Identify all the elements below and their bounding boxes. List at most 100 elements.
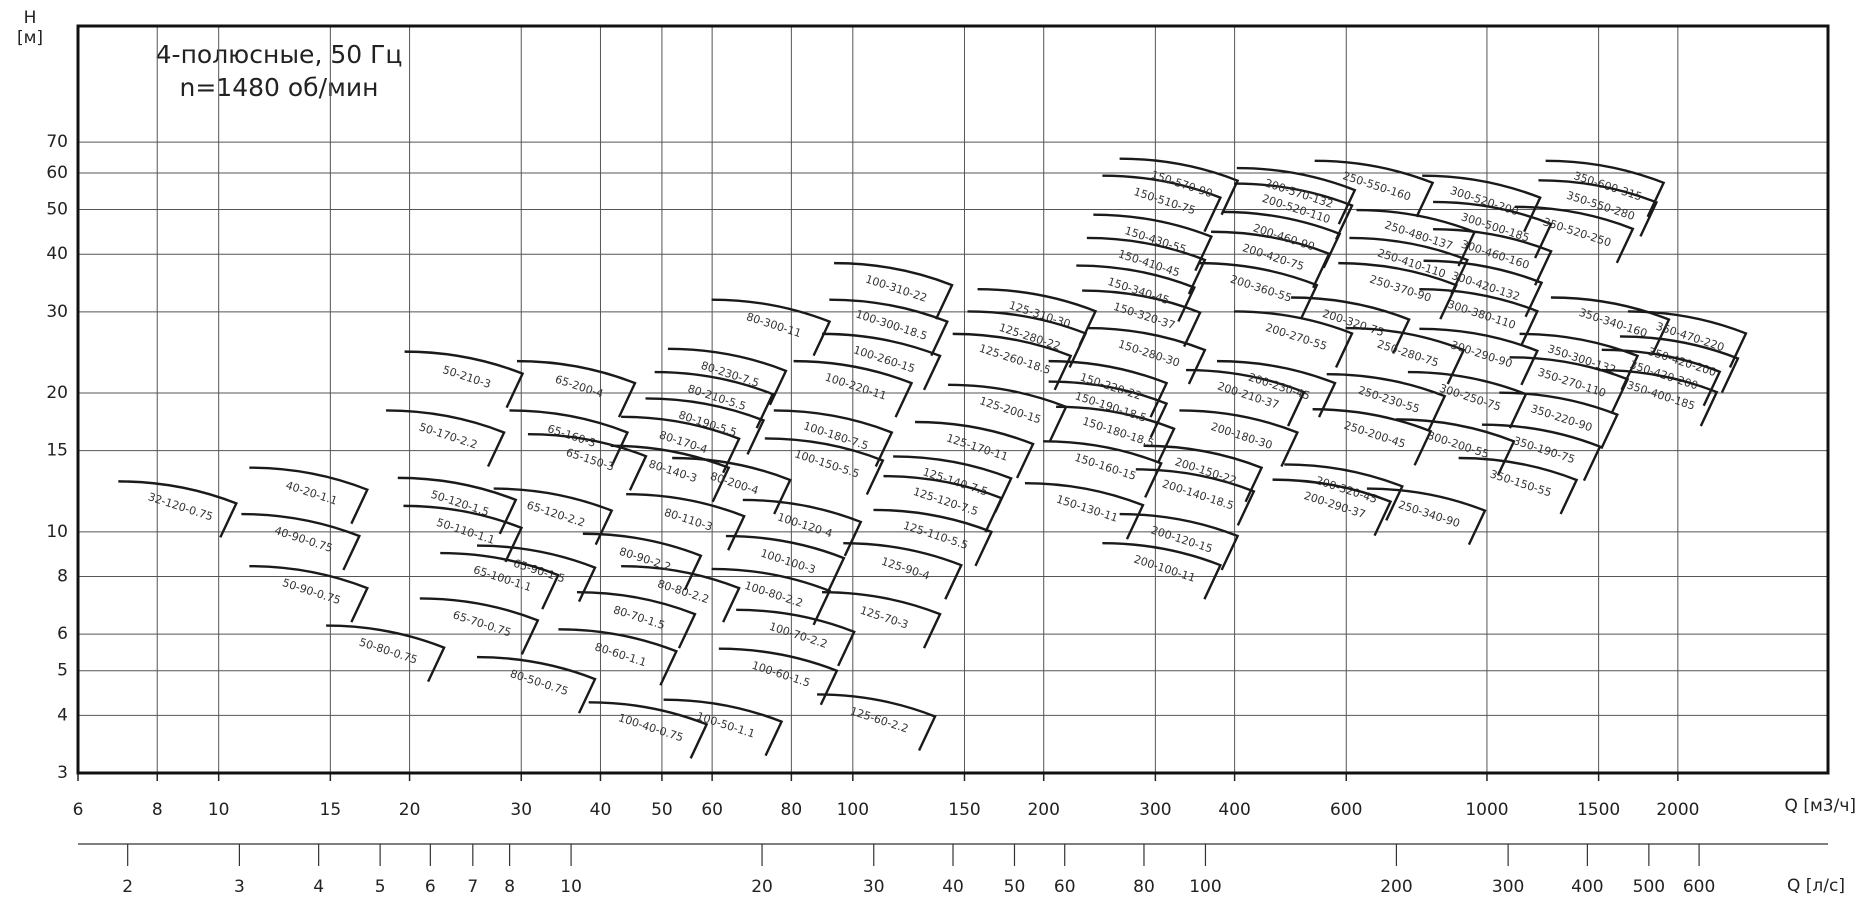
pump-curve [403,504,524,563]
x2-tick-label: 3 [234,877,245,897]
pump-curve [249,564,369,623]
x2-tick-label: 600 [1683,877,1715,897]
pump-curve [588,701,709,759]
x2-tick-label: 300 [1492,877,1524,897]
pump-curve [834,261,954,320]
pump-curve [576,590,697,649]
pump-curve [883,474,1004,533]
pump-curve [118,480,238,538]
y-tick-label: 15 [46,441,68,461]
x-axis-label: Q [м3/ч] [1785,796,1856,816]
pump-curve [1349,236,1470,295]
pump-curve [1481,423,1602,482]
pump-curve [1024,481,1145,540]
pump-curve [1545,159,1666,218]
y-tick-label: 10 [46,522,68,542]
pump-curve [404,350,525,409]
pump-curve [1499,391,1619,450]
pump-curve [1211,230,1331,289]
pump-curve [1102,174,1223,233]
pump-curve [1102,541,1223,600]
pump-curve [829,298,949,357]
x-tick-label: 2000 [1656,800,1699,820]
pump-curve [952,332,1073,391]
pump-curve [1601,348,1722,407]
pump-curve [397,476,518,535]
pump-curve [1395,418,1516,476]
pump-curve [1135,468,1256,526]
pump-curve [1422,174,1542,233]
x2-tick-label: 80 [1133,877,1155,897]
x2-tick-label: 500 [1633,877,1665,897]
pump-curve [1514,205,1635,264]
y-tick-label: 20 [46,383,68,403]
x-tick-label: 15 [320,800,342,820]
pump-curve [736,608,856,667]
pump-curve [667,347,788,406]
pump-curve [1433,228,1553,286]
pump-curve [1345,326,1466,385]
y-tick-label: 50 [46,200,68,220]
x-tick-label: 6 [73,800,84,820]
pump-curve [742,498,863,557]
chart-title: 4-полюсные, 50 Гц [156,40,403,69]
pump-curve [843,541,963,600]
x2-tick-label: 4 [313,877,324,897]
x2-tick-label: 40 [942,877,964,897]
pump-curve [893,455,1013,513]
x-tick-label: 150 [948,800,980,820]
pump-curve [477,655,597,714]
pump-curve [822,332,942,391]
pump-curve [1179,409,1300,467]
pump-curve [711,567,832,626]
pump-curve [1086,326,1207,385]
x-tick-label: 1500 [1577,800,1620,820]
x-tick-label: 30 [510,800,532,820]
x-tick-label: 8 [152,800,163,820]
x-tick-label: 20 [399,800,421,820]
y-tick-label: 60 [46,163,68,183]
pump-curve [516,359,637,418]
pump-curve [626,492,746,551]
pump-curve [621,415,741,474]
pump-curve [948,383,1068,442]
y-tick-label: 40 [46,244,68,264]
x2-tick-label: 60 [1054,877,1076,897]
pump-curve [1619,335,1740,393]
pump-curve [1433,200,1553,259]
pump-curve [1509,356,1630,414]
pump-curve [493,487,614,546]
pump-curve [764,437,885,495]
pump-curve [1236,166,1357,225]
x2-axis-label: Q [л/с] [1787,876,1845,896]
x2-tick-label: 6 [425,877,436,897]
pump-curve [977,287,1098,346]
x2-tick-label: 2 [122,877,133,897]
pump-curve [1221,210,1342,269]
pump-curve [817,693,937,751]
x-tick-label: 40 [590,800,612,820]
pump-curve [527,433,648,491]
x2-tick-label: 100 [1189,877,1221,897]
pump-curve [1048,359,1169,418]
x2-tick-label: 50 [1004,877,1026,897]
x-tick-label: 200 [1027,800,1059,820]
pump-curve [1366,487,1487,546]
y-axis-label: H [24,8,37,28]
pump-curve [711,298,832,357]
pump-curve [967,310,1088,368]
pump-curve [509,409,630,467]
pump-curve [1119,157,1240,216]
pump-curve [1284,463,1404,521]
pump-curve [241,512,361,571]
pump-curve [1056,405,1176,464]
x2-tick-label: 7 [467,877,478,897]
pump-curve [477,544,597,603]
x-tick-label: 100 [837,800,869,820]
pump-curve [822,590,942,649]
x2-tick-label: 30 [863,877,885,897]
x-tick-label: 60 [701,800,723,820]
y-tick-label: 70 [46,132,68,152]
